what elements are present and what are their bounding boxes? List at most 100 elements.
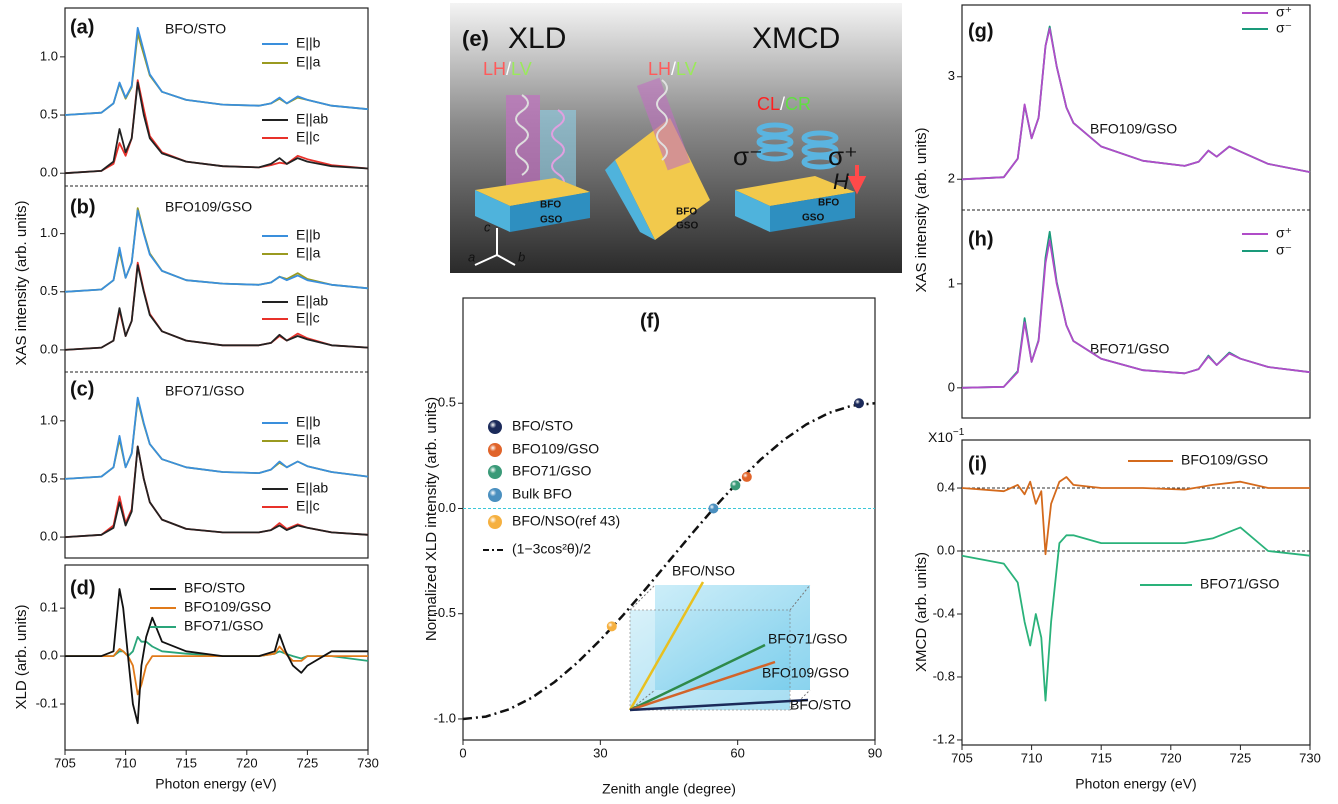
x-axis-title: Photon energy (eV) — [1075, 776, 1196, 792]
legend-label: BFO109/GSO — [512, 441, 599, 457]
legend-label: E||ab — [296, 111, 328, 127]
y-tick-label: 0.0 — [438, 500, 456, 515]
legend-label: E||ab — [296, 480, 328, 496]
y-tick-label: 0.5 — [40, 283, 58, 298]
series-line — [65, 398, 368, 479]
label-part: LH — [483, 59, 506, 79]
x-tick-label: 725 — [1230, 750, 1252, 765]
series-line — [65, 208, 368, 292]
legend-label: σ⁻ — [1276, 242, 1292, 258]
x-tick-label: 0 — [459, 745, 466, 760]
legend-label: E||b — [296, 35, 321, 51]
sigma-label: σ⁺ — [828, 141, 858, 171]
legend-label: σ⁺ — [1276, 4, 1292, 20]
x-axis-title: Zenith angle (degree) — [602, 781, 736, 797]
series-line — [962, 240, 1310, 388]
y-axis-title: Normalized XLD intensity (arb. units) — [423, 397, 440, 641]
y-tick-label: 0.0 — [40, 341, 58, 356]
y-tick-label: 0.0 — [937, 542, 955, 557]
legend-label: BFO/NSO(ref 43) — [512, 513, 620, 529]
x-tick-label: 30 — [593, 745, 607, 760]
x-tick-label: 720 — [236, 755, 258, 770]
y-tick-label: 0.4 — [937, 479, 955, 494]
series-line — [65, 210, 368, 291]
scale-base: X10 — [928, 429, 953, 445]
legend-label: E||b — [296, 227, 321, 243]
series-line — [65, 83, 368, 174]
layer-label: GSO — [676, 221, 698, 232]
legend-label: BFO109/GSO — [184, 599, 271, 615]
inset-label: BFO71/GSO — [768, 631, 847, 647]
x-tick-label: 720 — [1160, 750, 1182, 765]
series-line — [65, 28, 368, 115]
layer-label: BFO — [818, 198, 839, 209]
y-tick-label: 0.5 — [40, 106, 58, 121]
legend-label: E||b — [296, 414, 321, 430]
label-part: CL — [757, 94, 780, 114]
panel-letter: (g) — [968, 20, 994, 42]
legend-swatch — [488, 443, 502, 457]
panel-letter: (f) — [640, 310, 660, 332]
y-tick-label: 1.0 — [40, 225, 58, 240]
y-tick-label: 0.5 — [438, 395, 456, 410]
y-tick-label: 0.0 — [40, 165, 58, 180]
x-tick-label: 715 — [1090, 750, 1112, 765]
legend-label: E||a — [296, 245, 321, 261]
illustration-title: XLD — [508, 22, 566, 55]
legend-label: BFO71/GSO — [512, 463, 591, 479]
x-tick-label: 730 — [1299, 750, 1321, 765]
data-point — [708, 503, 718, 513]
label-part: LH — [648, 59, 671, 79]
legend-label: E||a — [296, 54, 321, 70]
label-part: CR — [785, 94, 811, 114]
polarization-label: CL/CR — [757, 94, 811, 114]
label-part: LV — [676, 59, 697, 79]
x-tick-label: 705 — [54, 755, 76, 770]
legend-label: BFO71/GSO — [184, 618, 263, 634]
series-line — [65, 647, 368, 695]
panel-letter: (b) — [70, 196, 96, 218]
legend-label: E||ab — [296, 293, 328, 309]
panel-letter: (e) — [462, 26, 489, 51]
legend-label: σ⁺ — [1276, 225, 1292, 241]
legend-label: BFO/STO — [512, 418, 573, 434]
figure: (e) XLD XMCD LH/LV LH/LV CL/CR BFO GSO B… — [0, 0, 1338, 804]
panel-letter: (d) — [70, 577, 96, 599]
legend-label: E||a — [296, 432, 321, 448]
y-tick-label: 1.0 — [40, 48, 58, 63]
x-tick-label: 715 — [175, 755, 197, 770]
y-tick-label: 0.0 — [40, 647, 58, 662]
x-tick-label: 710 — [1021, 750, 1043, 765]
axis-letter: c — [484, 219, 491, 234]
page: (e) XLD XMCD LH/LV LH/LV CL/CR BFO GSO B… — [0, 0, 1338, 804]
polarization-label: LH/LV — [483, 59, 532, 79]
layer-label: BFO — [540, 200, 561, 211]
legend-swatch — [488, 465, 502, 479]
panel-title: BFO71/GSO — [1090, 341, 1169, 357]
y-axis-title: XMCD (arb. units) — [913, 552, 930, 672]
y-tick-label: -1.0 — [434, 710, 456, 725]
cube-face — [630, 610, 790, 710]
scale-label: X10−1 — [928, 427, 965, 445]
axis-letter: a — [468, 249, 475, 264]
legend-label: Bulk BFO — [512, 486, 572, 502]
inset-label: BFO/NSO — [672, 563, 735, 579]
x-axis-title: Photon energy (eV) — [155, 776, 276, 792]
data-point — [854, 398, 864, 408]
y-tick-label: 0.1 — [40, 600, 58, 615]
series-line — [962, 27, 1310, 180]
panel-title: BFO/STO — [165, 21, 226, 37]
legend-label: E||c — [296, 129, 320, 145]
data-point — [607, 621, 617, 631]
x-tick-label: 90 — [868, 745, 882, 760]
x-tick-label: 60 — [730, 745, 744, 760]
sigma-label: σ⁻ — [733, 141, 763, 171]
series-line — [65, 400, 368, 479]
y-tick-label: -1.2 — [933, 731, 955, 746]
series-line — [962, 29, 1310, 180]
y-axis-title: XAS intensity (arb. units) — [13, 200, 30, 365]
x-tick-label: 730 — [357, 755, 379, 770]
legend-label: BFO109/GSO — [1181, 452, 1268, 468]
y-tick-label: 3 — [948, 68, 955, 83]
scale-exponent: −1 — [953, 427, 965, 438]
